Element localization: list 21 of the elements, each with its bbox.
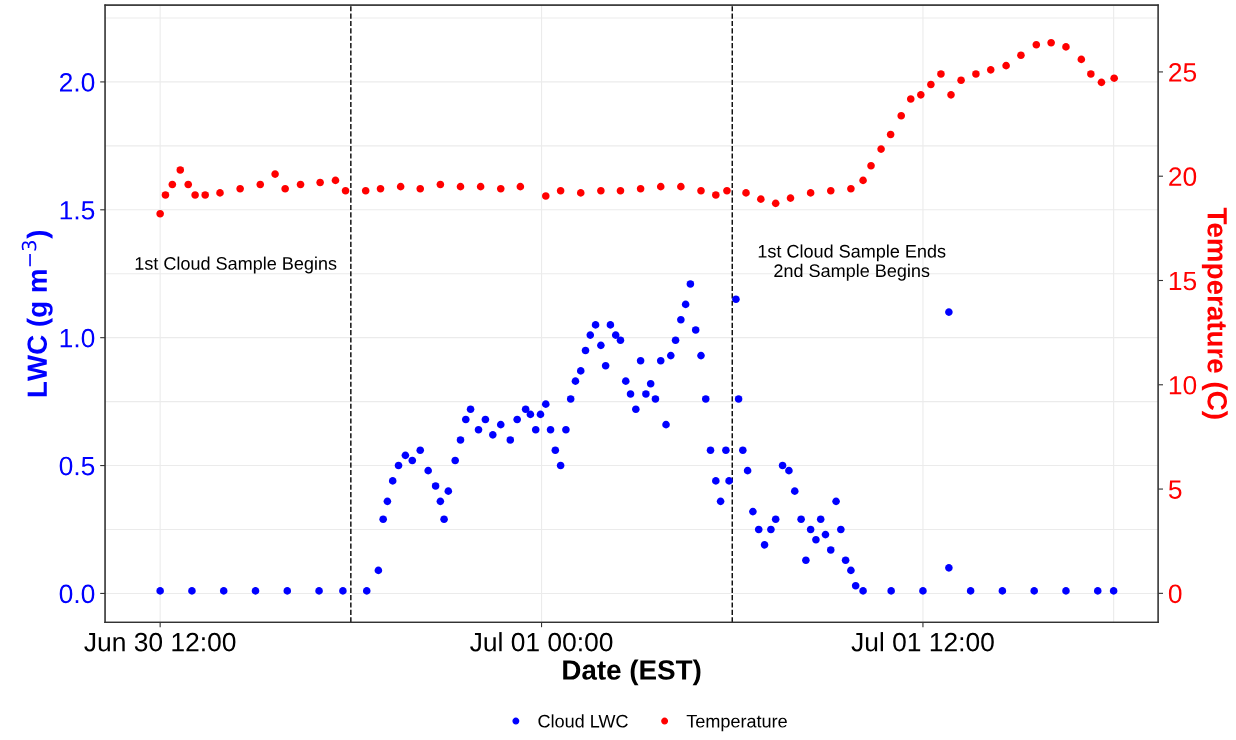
legend-label: Cloud LWC — [538, 714, 628, 728]
y2-axis-title: Temperature (C) — [1201, 207, 1228, 419]
x-tick-label: Jul 01 12:00 — [851, 632, 994, 652]
x-tick-label: Jul 01 00:00 — [470, 632, 613, 652]
legend-label: Temperature — [686, 714, 787, 732]
x-tick-label: Jun 30 12:00 — [84, 632, 236, 652]
y2-tick-label: 10 — [1169, 375, 1197, 395]
x-axis-title: Date (EST) — [563, 659, 701, 686]
y-tick-label: 1.5 — [60, 201, 95, 220]
y2-tick-label: 15 — [1169, 271, 1197, 291]
y-axis-title: LWC (g m$^{−3}$) — [21, 230, 53, 397]
y2-tick-label: 5 — [1168, 480, 1182, 499]
y-tick-label: 1.0 — [60, 328, 95, 348]
y-tick-label: 2.0 — [59, 73, 95, 92]
annotation: 1st Cloud Sample Ends 2nd Sample Begins — [758, 244, 946, 281]
y-tick-label: 0.0 — [59, 584, 95, 604]
y-tick-label: 0.5 — [59, 456, 95, 476]
annotation: 1st Cloud Sample Begins — [135, 256, 337, 274]
y2-tick-label: 25 — [1169, 63, 1197, 82]
y2-tick-label: 0 — [1168, 584, 1182, 604]
y2-tick-label: 20 — [1169, 167, 1197, 187]
